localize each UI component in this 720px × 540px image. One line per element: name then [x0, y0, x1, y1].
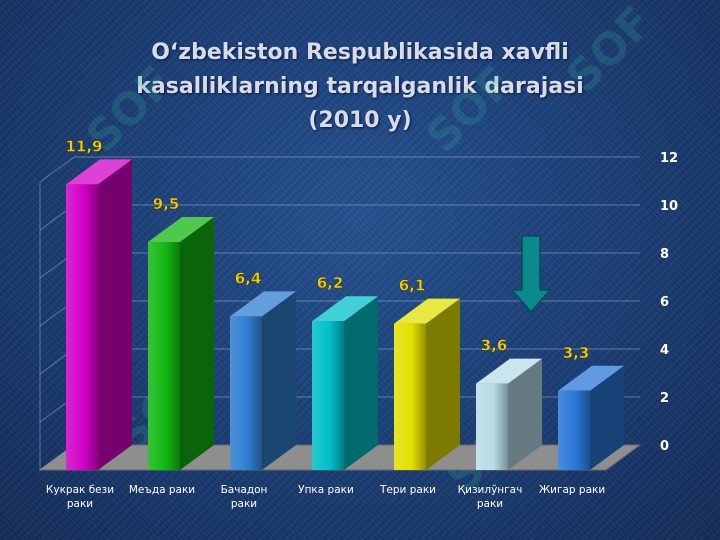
x-tick-label: Жигар раки: [539, 484, 605, 496]
bar: [66, 159, 132, 470]
value-label: 11,9: [65, 137, 102, 155]
bar-front-face: [558, 390, 590, 470]
bar-front-face: [312, 321, 344, 470]
value-label: 3,3: [563, 344, 590, 362]
bar: [394, 298, 460, 470]
x-tick-label: раки: [67, 498, 93, 510]
y-axis-ticks: 0 2 4 6 8 10 12: [660, 151, 678, 454]
value-label: 6,2: [317, 274, 344, 292]
x-tick-label: Меъда раки: [129, 484, 195, 496]
bar-side-face: [98, 159, 132, 470]
bar-front-face: [230, 316, 262, 470]
watermark-text: SOF: [557, 0, 663, 103]
title-line-3: (2010 y): [308, 108, 412, 133]
bar: [558, 365, 624, 470]
value-label: 6,4: [235, 269, 262, 287]
bar-side-face: [262, 291, 296, 470]
chart-title: O‘zbekiston Respublikasida xavfli kasall…: [60, 36, 660, 138]
y-tick-label: 10: [660, 199, 678, 214]
bar: [312, 296, 378, 470]
x-tick-label: раки: [477, 498, 503, 510]
value-label: 6,1: [399, 277, 426, 295]
watermark-layer: SOFSOFSOFSOFSOF: [77, 0, 663, 503]
bar-top-face: [476, 358, 542, 384]
bar-top-face: [312, 296, 378, 322]
bar: [476, 358, 542, 470]
x-axis-labels: Кукрак бези раки Меъда раки Бачадон раки Упка…: [46, 484, 605, 510]
y-tick-label: 8: [660, 247, 669, 262]
value-labels: 11,9 9,5 6,4 6,2 6,1 3,6 3,3: [65, 137, 590, 362]
down-arrow-icon: [510, 235, 552, 314]
bar-top-face: [230, 291, 296, 317]
bar-front-face: [476, 383, 508, 470]
gridline-side: [39, 156, 75, 183]
y-tick-label: 12: [660, 151, 678, 166]
bar-side-face: [180, 217, 214, 470]
y-tick-label: 2: [660, 391, 669, 406]
bar-top-face: [558, 365, 624, 391]
title-line-1: O‘zbekiston Respublikasida xavfli: [151, 40, 569, 65]
arrow-shape: [510, 235, 552, 314]
bar-side-face: [508, 358, 542, 470]
x-tick-label: раки: [231, 498, 257, 510]
bar-front-face: [394, 323, 426, 470]
bar-front-face: [66, 184, 98, 470]
y-tick-label: 6: [660, 295, 669, 310]
x-tick-label: Тери раки: [379, 484, 436, 496]
watermark-text: SOF: [417, 57, 523, 163]
bar-top-face: [394, 298, 460, 324]
x-tick-label: Упка раки: [298, 484, 354, 496]
value-label: 9,5: [153, 195, 180, 213]
title-line-2: kasalliklarning tarqalganlik darajasi: [136, 74, 584, 99]
bar: [230, 291, 296, 470]
bars: [66, 159, 624, 470]
bar-top-face: [66, 159, 132, 185]
y-tick-label: 4: [660, 343, 669, 358]
bar-side-face: [590, 365, 624, 470]
value-label: 3,6: [481, 337, 508, 355]
x-tick-label: Бачадон: [221, 484, 268, 496]
x-tick-label: Кукрак бези: [46, 484, 114, 496]
x-tick-label: Қизилўнгач: [458, 484, 523, 496]
bar-side-face: [344, 296, 378, 470]
bar-side-face: [426, 298, 460, 470]
y-tick-label: 0: [660, 439, 669, 454]
bar-top-face: [148, 217, 214, 242]
bar-front-face: [148, 242, 180, 470]
bar: [148, 217, 214, 470]
